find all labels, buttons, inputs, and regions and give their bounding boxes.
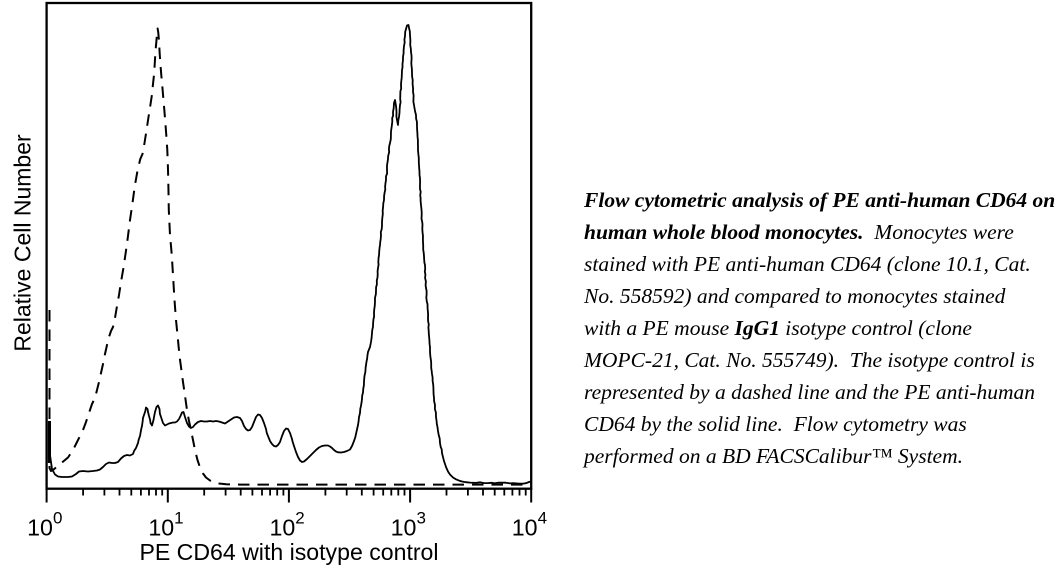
svg-text:PE CD64 with isotype control: PE CD64 with isotype control xyxy=(139,539,438,565)
svg-text:102: 102 xyxy=(269,509,304,541)
svg-text:100: 100 xyxy=(27,509,62,541)
svg-text:Relative Cell Number: Relative Cell Number xyxy=(10,134,36,352)
